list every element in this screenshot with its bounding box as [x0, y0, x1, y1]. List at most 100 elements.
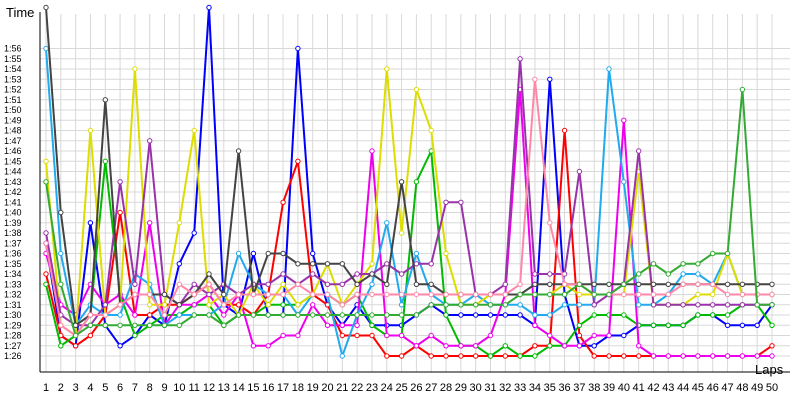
data-point	[650, 291, 657, 298]
data-point	[473, 302, 479, 308]
data-point	[265, 250, 271, 257]
data-point	[547, 312, 553, 318]
x-tick-label: 39	[603, 382, 615, 394]
data-point	[384, 291, 390, 298]
data-point	[428, 353, 434, 359]
data-point	[398, 302, 405, 308]
x-tick-label: 24	[381, 382, 393, 394]
data-point	[458, 343, 464, 349]
data-point	[310, 261, 316, 267]
data-point	[458, 353, 464, 359]
data-point	[695, 302, 701, 308]
x-tick-label: 26	[410, 382, 422, 394]
data-point	[665, 322, 671, 328]
data-point	[621, 281, 627, 287]
data-point	[250, 291, 257, 298]
data-point	[754, 322, 760, 328]
data-point	[724, 322, 731, 328]
data-point	[280, 291, 286, 298]
data-point	[591, 302, 597, 308]
data-point	[354, 291, 360, 298]
data-point	[636, 302, 642, 308]
data-point	[235, 250, 242, 257]
data-point	[769, 302, 775, 308]
data-point	[132, 312, 138, 318]
data-point	[250, 250, 257, 257]
x-tick-label: 34	[529, 382, 541, 394]
data-point	[413, 343, 420, 349]
data-point	[265, 281, 271, 287]
data-point	[591, 343, 597, 349]
data-point	[206, 281, 212, 287]
x-tick-label: 47	[721, 382, 733, 394]
data-point	[636, 343, 642, 349]
data-point	[502, 353, 508, 359]
data-point	[310, 271, 316, 277]
data-point	[58, 250, 64, 257]
data-point	[191, 291, 197, 298]
data-point	[458, 302, 464, 308]
data-point	[147, 138, 153, 144]
data-point	[235, 291, 242, 298]
series-10	[43, 86, 775, 339]
data-point	[561, 291, 568, 298]
series-layer	[43, 4, 775, 359]
data-point	[636, 271, 642, 277]
data-point	[428, 302, 434, 308]
data-point	[680, 271, 686, 277]
y-tick-label: 1:44	[4, 167, 22, 177]
x-tick-label: 8	[147, 382, 153, 394]
data-point	[398, 291, 405, 298]
data-point	[295, 281, 301, 287]
data-point	[132, 66, 138, 72]
data-point	[221, 322, 227, 328]
data-point	[339, 312, 345, 318]
data-point	[443, 291, 449, 298]
data-point	[384, 312, 390, 318]
data-point	[665, 271, 671, 277]
data-point	[43, 179, 49, 185]
data-point	[680, 322, 686, 328]
data-point	[280, 250, 286, 257]
data-point	[161, 291, 168, 298]
data-point	[132, 281, 138, 287]
data-point	[295, 332, 301, 339]
data-point	[295, 45, 301, 52]
data-point	[636, 353, 642, 359]
data-point	[576, 302, 583, 308]
data-point	[250, 343, 257, 349]
y-tick-label: 1:34	[4, 269, 22, 279]
y-tick-labels: 1:261:271:281:291:301:311:321:331:341:35…	[4, 44, 22, 362]
data-point	[161, 312, 168, 318]
y-tick-label: 1:46	[4, 146, 22, 156]
data-point	[176, 312, 183, 318]
data-point	[87, 332, 94, 339]
data-point	[265, 343, 271, 349]
data-point	[147, 322, 153, 328]
y-tick-label: 1:54	[4, 64, 22, 74]
y-tick-label: 1:31	[4, 300, 22, 310]
y-tick-label: 1:33	[4, 279, 22, 289]
y-tick-label: 1:48	[4, 126, 22, 136]
data-point	[413, 291, 420, 298]
data-point	[280, 271, 286, 277]
x-tick-label: 10	[173, 382, 185, 394]
x-tick-label: 20	[321, 382, 333, 394]
data-point	[324, 261, 331, 267]
x-tick-label: 13	[218, 382, 230, 394]
data-point	[428, 261, 434, 267]
y-tick-label: 1:56	[4, 44, 22, 54]
data-point	[710, 312, 716, 318]
data-point	[710, 291, 716, 298]
data-point	[87, 220, 94, 226]
data-point	[443, 353, 449, 359]
data-point	[710, 281, 716, 287]
x-tick-label: 46	[707, 382, 719, 394]
data-point	[502, 343, 508, 349]
data-point	[339, 332, 345, 339]
x-tick-label: 30	[470, 382, 482, 394]
data-point	[117, 179, 123, 185]
data-point	[428, 332, 434, 339]
data-point	[591, 291, 597, 298]
data-point	[769, 343, 775, 349]
